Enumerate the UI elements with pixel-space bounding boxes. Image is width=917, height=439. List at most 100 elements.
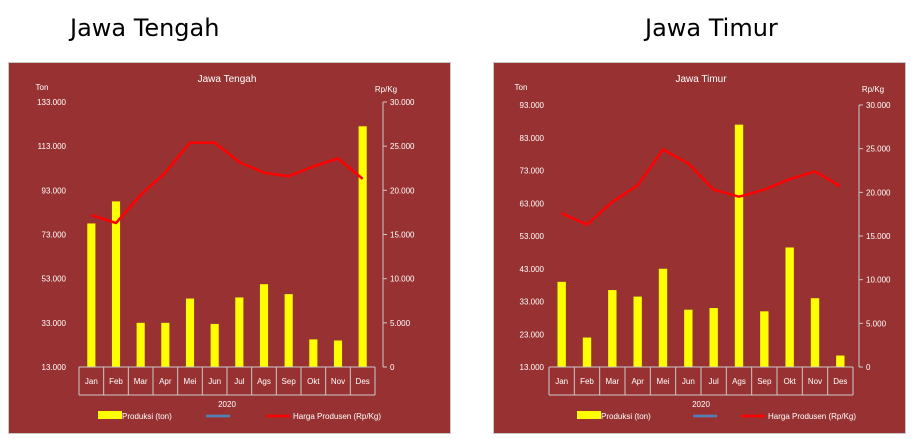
y-left-tick: 93.000 xyxy=(42,186,67,195)
y-right-tick: 30.000 xyxy=(390,98,415,107)
y-right-tick: 5.000 xyxy=(866,319,887,328)
y-left-tick: 73.000 xyxy=(42,231,67,240)
y-right-tick: 10.000 xyxy=(390,275,415,284)
bar-des xyxy=(836,355,845,367)
y-left-tick: 13.000 xyxy=(520,363,545,372)
bar-apr xyxy=(633,296,642,367)
x-tick-nov: Nov xyxy=(808,377,822,386)
x-tick-jun: Jun xyxy=(208,377,221,386)
line-harga-produsen xyxy=(90,141,364,225)
y-left-tick: 133.000 xyxy=(37,98,66,107)
legend-label-produksi: Produksi (ton) xyxy=(122,412,172,421)
bar-jun xyxy=(210,323,219,367)
bar-ags xyxy=(259,284,269,367)
x-tick-mei: Mei xyxy=(184,377,197,386)
y-right-tick: 20.000 xyxy=(866,188,891,197)
chart-background xyxy=(493,62,906,434)
x-tick-nov: Nov xyxy=(331,377,345,386)
bar-jul xyxy=(709,308,718,367)
y-left-label: Ton xyxy=(36,83,49,92)
y-left-tick: 113.000 xyxy=(38,142,67,151)
chart-title: Jawa Tengah xyxy=(198,74,257,85)
y-right-tick: 25.000 xyxy=(390,142,415,151)
x-tick-jul: Jul xyxy=(234,377,244,386)
chart-title: Jawa Timur xyxy=(675,74,727,85)
bar-sep xyxy=(760,311,769,367)
bar-ags xyxy=(734,124,744,368)
x-tick-mei: Mei xyxy=(657,377,670,386)
x-tick-feb: Feb xyxy=(580,377,594,386)
y-left-tick: 93.000 xyxy=(520,101,545,110)
bar-okt xyxy=(309,339,318,367)
y-left-tick: 13.000 xyxy=(42,363,67,372)
bar-jan xyxy=(87,223,96,367)
y-left-tick: 53.000 xyxy=(520,232,545,241)
bar-feb xyxy=(111,201,121,367)
x-tick-mar: Mar xyxy=(605,377,619,386)
x-tick-feb: Feb xyxy=(109,377,123,386)
bar-okt xyxy=(785,247,794,367)
bar-nov xyxy=(333,340,343,367)
bar-apr xyxy=(161,322,170,367)
x-tick-apr: Apr xyxy=(631,377,644,386)
y-left-label: Ton xyxy=(515,83,528,92)
bar-jan xyxy=(557,281,566,367)
legend-label-harga: Harga Produsen (Rp/Kg) xyxy=(293,412,381,421)
x-tick-jan: Jan xyxy=(555,377,568,386)
bar-mei xyxy=(658,268,668,367)
y-right-tick: 15.000 xyxy=(866,232,891,241)
y-left-tick: 63.000 xyxy=(520,199,545,208)
bar-mei xyxy=(185,298,195,367)
y-right-tick: 10.000 xyxy=(866,276,891,285)
legend-swatch-produksi xyxy=(98,411,122,419)
y-right-tick: 5.000 xyxy=(390,319,411,328)
heading-jawa-tengah: Jawa Tengah xyxy=(70,14,220,42)
bar-sep xyxy=(284,294,293,367)
bar-jul xyxy=(235,297,244,367)
bar-mar xyxy=(608,290,617,367)
x-tick-okt: Okt xyxy=(783,377,796,386)
x-tick-des: Des xyxy=(833,377,847,386)
legend-swatch-produksi xyxy=(577,411,601,419)
chart-jawa-timur: Jawa Timur Ton Rp/Kg 93.000 83.000 73.000 63.0… xyxy=(493,62,906,434)
y-left-tick: 73.000 xyxy=(520,167,545,176)
y-right-tick: 25.000 xyxy=(866,145,891,154)
y-left-tick: 53.000 xyxy=(42,275,67,284)
y-right-tick: 30.000 xyxy=(866,101,891,110)
chart-jawa-tengah: Jawa Tengah Ton Rp/Kg 133.000 113.000 93.000 7… xyxy=(8,62,451,434)
x-tick-jun: Jun xyxy=(682,377,695,386)
x-tick-des: Des xyxy=(356,377,370,386)
line-harga-produsen xyxy=(561,148,841,226)
y-left-tick: 43.000 xyxy=(520,265,545,274)
x-tick-sep: Sep xyxy=(757,377,772,386)
x-tick-jan: Jan xyxy=(85,377,98,386)
x-tick-apr: Apr xyxy=(159,377,172,386)
x-axis-label: 2020 xyxy=(218,400,236,409)
x-axis-label: 2020 xyxy=(692,400,710,409)
bar-des xyxy=(358,126,367,368)
bar-nov xyxy=(810,298,820,367)
heading-jawa-timur: Jawa Timur xyxy=(645,14,778,42)
y-right-label: Rp/Kg xyxy=(862,85,884,94)
y-left-tick: 33.000 xyxy=(42,319,67,328)
x-tick-ags: Ags xyxy=(732,377,746,386)
x-tick-ags: Ags xyxy=(257,377,271,386)
x-tick-sep: Sep xyxy=(282,377,297,386)
bar-jun xyxy=(684,309,693,367)
y-right-tick: 20.000 xyxy=(390,186,415,195)
bar-feb xyxy=(582,337,592,367)
legend-label-harga: Harga Produsen (Rp/Kg) xyxy=(768,412,856,421)
x-tick-mar: Mar xyxy=(134,377,148,386)
y-left-tick: 23.000 xyxy=(520,330,545,339)
y-right-tick: 15.000 xyxy=(390,231,415,240)
x-tick-okt: Okt xyxy=(307,377,320,386)
x-tick-jul: Jul xyxy=(709,377,719,386)
y-right-tick: 0 xyxy=(866,363,871,372)
legend-label-produksi: Produksi (ton) xyxy=(601,412,651,421)
bar-mar xyxy=(136,322,145,367)
y-right-tick: 0 xyxy=(390,363,395,372)
y-right-label: Rp/Kg xyxy=(375,85,397,94)
y-left-tick: 33.000 xyxy=(520,298,545,307)
chart-background xyxy=(8,62,451,434)
y-left-tick: 83.000 xyxy=(520,134,545,143)
